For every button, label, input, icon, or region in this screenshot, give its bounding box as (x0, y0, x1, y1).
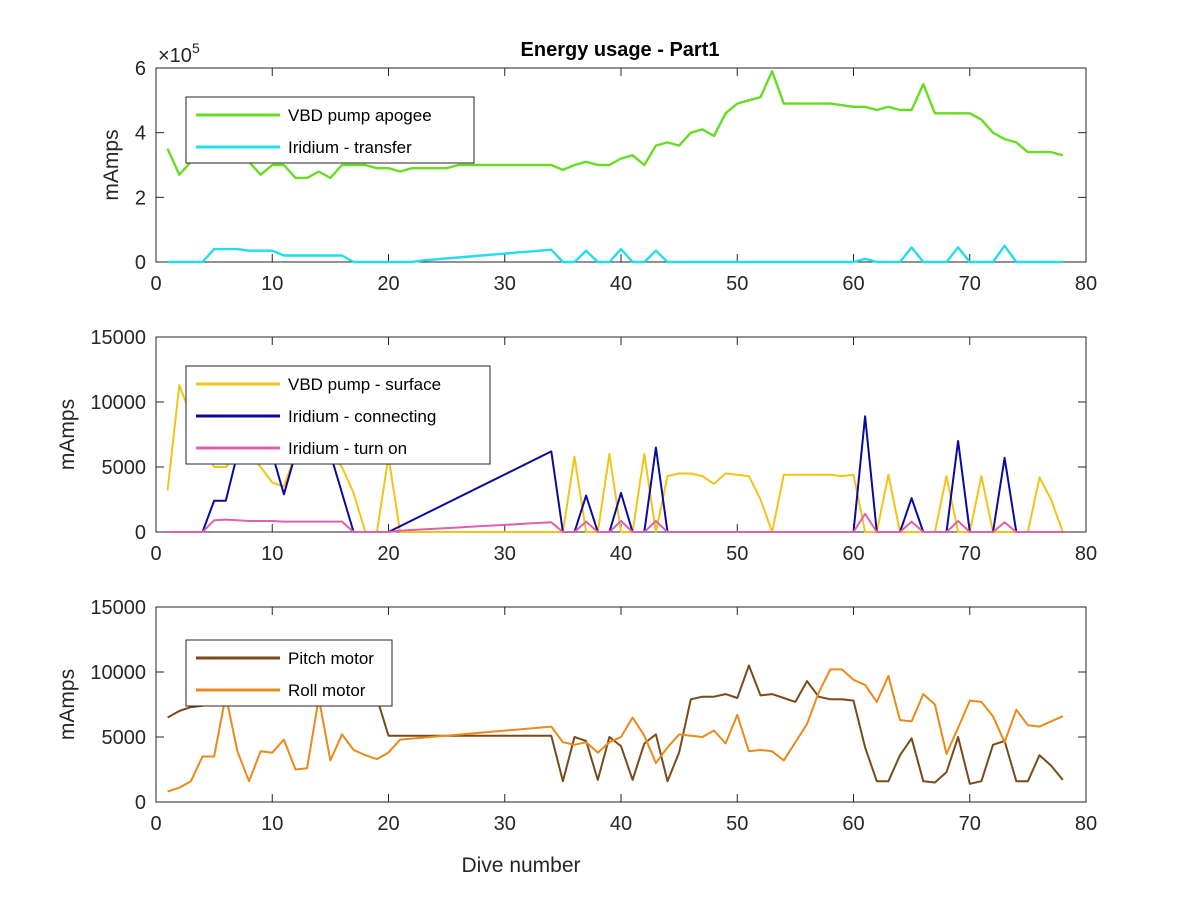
x-tick-label: 20 (377, 813, 399, 835)
y-tick-label: 0 (135, 792, 146, 814)
y-tick-label: 5000 (102, 457, 147, 479)
x-tick-label: 70 (959, 813, 981, 835)
y-tick-label: 6 (135, 58, 146, 80)
y-tick-label: 0 (135, 252, 146, 274)
y-axis-label: mAmps (56, 399, 79, 470)
x-tick-label: 20 (377, 543, 399, 565)
x-tick-label: 60 (842, 543, 864, 565)
y-tick-label: 5000 (102, 727, 147, 749)
subplot-3: 0 10 20 30 40 50 60 70 80 0 5000 10000 15000 mAmps Div… (56, 597, 1097, 877)
legend-box (185, 96, 475, 164)
x-tick-label: 80 (1075, 543, 1097, 565)
legend-label: Iridium - transfer (288, 138, 412, 157)
x-tick-label: 10 (261, 813, 283, 835)
x-tick-label: 10 (261, 273, 283, 295)
x-tick-label: 30 (494, 273, 516, 295)
y-exponent-power: 5 (192, 40, 200, 56)
y-tick-label: 15000 (90, 597, 146, 619)
legend-label: Roll motor (288, 681, 366, 700)
x-tick-label: 40 (610, 543, 632, 565)
x-tick-label: 50 (726, 273, 748, 295)
x-tick-label: 70 (959, 543, 981, 565)
figure-title: Energy usage - Part1 (521, 39, 720, 61)
legend-label: Iridium - turn on (288, 439, 407, 458)
series-line-3 (167, 512, 1063, 533)
x-tick-label: 40 (610, 273, 632, 295)
y-tick-label: 10000 (90, 662, 146, 684)
x-tick-label: 60 (842, 273, 864, 295)
x-tick-label: 80 (1075, 813, 1097, 835)
series-line-2 (167, 244, 1063, 264)
x-tick-label: 50 (726, 543, 748, 565)
y-tick-label: 10000 (90, 392, 146, 414)
y-exponent-label: ×105 (158, 40, 200, 67)
x-tick-label: 40 (610, 813, 632, 835)
y-tick-label: 15000 (90, 327, 146, 349)
x-tick-label: 0 (150, 813, 161, 835)
x-tick-label: 0 (150, 543, 161, 565)
x-tick-label: 0 (150, 273, 161, 295)
x-tick-label: 50 (726, 813, 748, 835)
legend-box (185, 639, 393, 707)
legend-label: Iridium - connecting (288, 407, 436, 426)
legend: VBD pump apogee Iridium - transfer (185, 96, 475, 164)
legend: VBD pump - surface Iridium - connecting Ir… (185, 365, 491, 465)
y-axis-label: mAmps (100, 129, 123, 200)
subplot-1: 0 10 20 30 40 50 60 70 80 0 2 4 6 ×105 mAmps VBD pump a… (100, 40, 1097, 295)
x-tick-label: 70 (959, 273, 981, 295)
series-line-2 (167, 668, 1064, 793)
y-tick-label: 2 (135, 187, 146, 209)
x-axis-label: Dive number (461, 854, 580, 877)
x-tick-label: 20 (377, 273, 399, 295)
x-tick-label: 30 (494, 543, 516, 565)
legend: Pitch motor Roll motor (185, 639, 393, 707)
x-tick-label: 60 (842, 813, 864, 835)
series-line-1 (166, 69, 1064, 180)
y-axis-label: mAmps (56, 669, 79, 740)
y-exponent-base: ×10 (158, 45, 192, 67)
x-tick-label: 10 (261, 543, 283, 565)
y-tick-label: 0 (135, 522, 146, 544)
subplot-2: 0 10 20 30 40 50 60 70 80 0 5000 10000 15000 mAmps VBD… (56, 327, 1097, 565)
x-tick-label: 80 (1075, 273, 1097, 295)
y-tick-label: 4 (135, 123, 146, 145)
legend-label: VBD pump - surface (288, 375, 441, 394)
legend-label: Pitch motor (288, 649, 374, 668)
legend-label: VBD pump apogee (288, 106, 432, 125)
x-tick-label: 30 (494, 813, 516, 835)
